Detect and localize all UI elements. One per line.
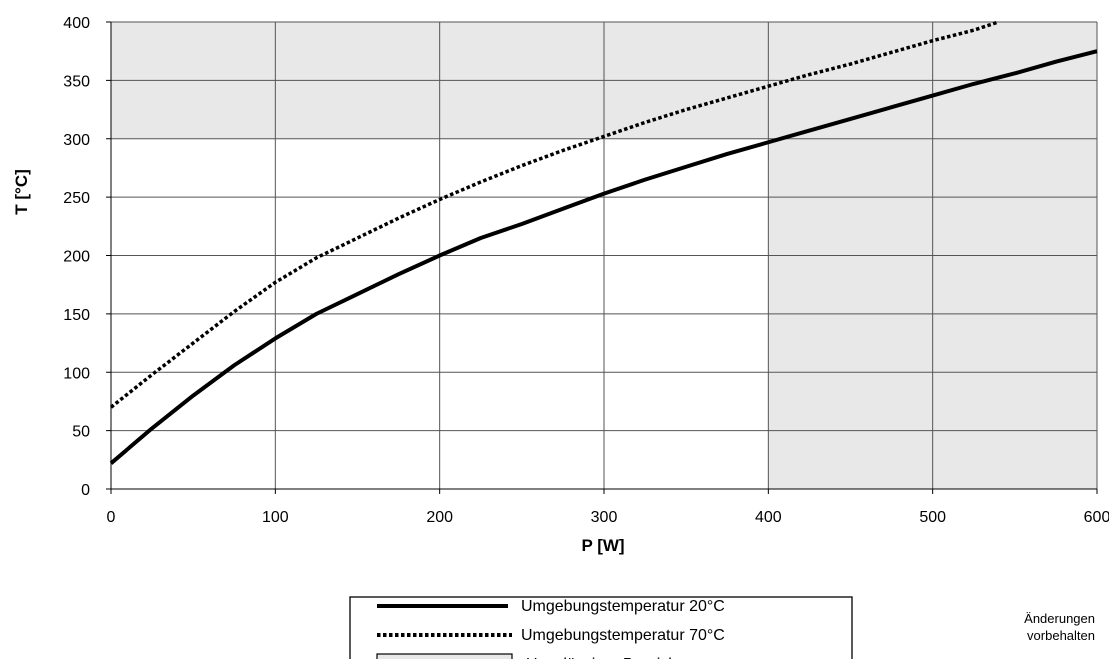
legend-swatch-region bbox=[376, 653, 513, 659]
y-tick-label: 200 bbox=[63, 249, 90, 266]
x-axis-title: P [W] bbox=[581, 536, 624, 555]
tick-labels: 0 100 200 300 400 500 600 0 50 100 150 200 250 300 350… bbox=[63, 15, 1109, 526]
x-tick-label: 600 bbox=[1084, 509, 1109, 526]
legend-label: Umgebungstemperatur 70°C bbox=[521, 627, 725, 644]
y-tick-label: 300 bbox=[63, 132, 90, 149]
x-tick-label: 500 bbox=[919, 509, 946, 526]
x-tick-label: 100 bbox=[262, 509, 289, 526]
x-tick-label: 300 bbox=[591, 509, 618, 526]
y-tick-label: 400 bbox=[63, 15, 90, 32]
y-tick-label: 250 bbox=[63, 190, 90, 207]
series-layer bbox=[109, 20, 1098, 465]
change-notice: Änderungen vorbehalten bbox=[975, 610, 1095, 644]
legend-label: Umgebungstemperatur 20°C bbox=[521, 598, 725, 615]
x-tick-label: 400 bbox=[755, 509, 782, 526]
axes bbox=[106, 21, 1098, 494]
y-tick-label: 100 bbox=[63, 365, 90, 382]
gridlines bbox=[110, 21, 1098, 490]
series-line-70c bbox=[109, 20, 999, 409]
x-tick-label: 0 bbox=[107, 509, 116, 526]
series-line-20c bbox=[109, 49, 1098, 465]
y-tick-label: 150 bbox=[63, 307, 90, 324]
y-tick-label: 50 bbox=[72, 424, 90, 441]
legend: Umgebungstemperatur 20°C Umgebungstempera… bbox=[349, 596, 853, 659]
y-tick-label: 0 bbox=[81, 482, 90, 499]
x-tick-label: 200 bbox=[426, 509, 453, 526]
y-axis-title: T [°C] bbox=[12, 169, 31, 215]
legend-label: Unzulässiger Bereich bbox=[526, 656, 677, 659]
change-notice-line-1: Änderungen bbox=[1024, 611, 1095, 626]
y-tick-label: 350 bbox=[63, 73, 90, 90]
change-notice-line-2: vorbehalten bbox=[1027, 628, 1095, 643]
